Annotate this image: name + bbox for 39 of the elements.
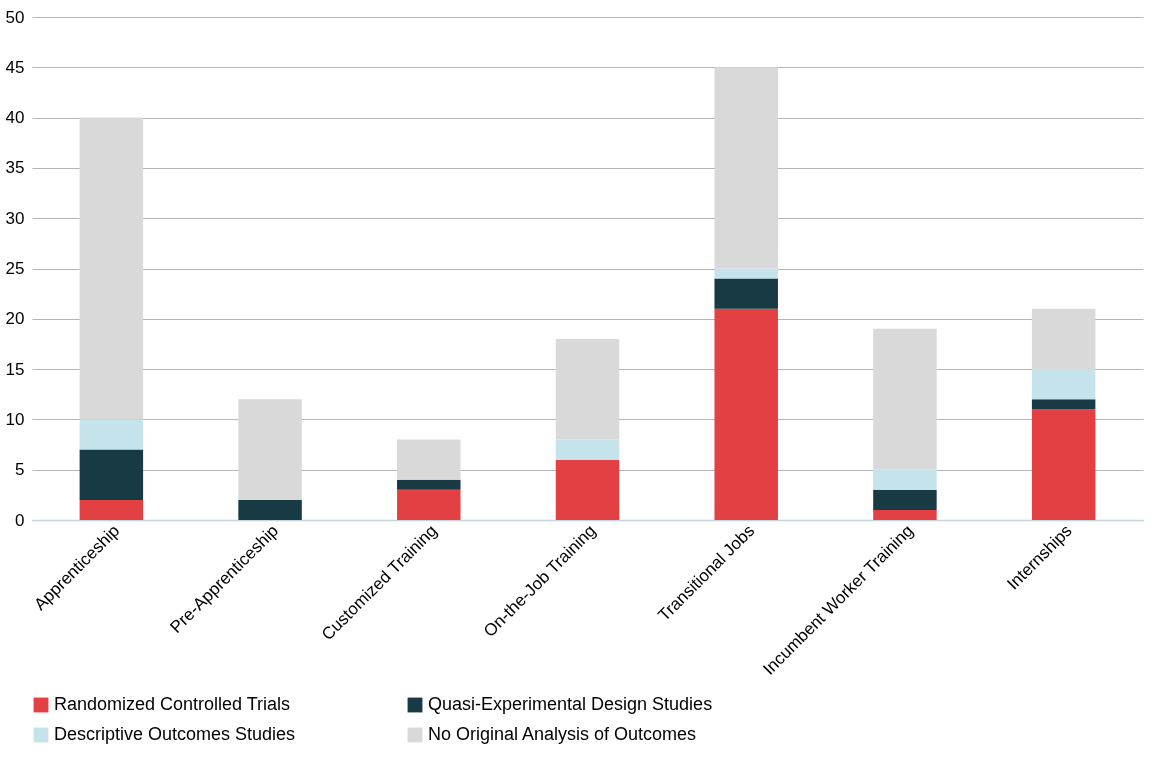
bar [873,328,937,470]
y-tick-label: 10 [5,409,25,429]
y-tick-label: 0 [15,510,25,530]
y-tick-label: 5 [15,460,25,480]
bar [397,489,461,520]
y-tick-label: 15 [5,359,25,379]
bar [555,459,620,520]
bar [873,469,937,490]
y-tick-label: 35 [5,158,25,178]
bar [873,509,937,520]
bar [555,338,620,440]
bar [714,278,778,309]
bar [1031,308,1096,370]
bar [79,419,144,450]
bar [873,489,937,510]
y-tick-label: 20 [5,309,25,329]
bar [714,308,778,520]
legend-label: Randomized Controlled Trials [54,694,291,714]
legend-label: Descriptive Outcomes Studies [54,724,296,744]
bar [1031,399,1096,410]
bar [397,479,461,490]
bar [714,268,778,279]
bar [1031,409,1096,520]
bar [238,399,302,500]
legend-label: Quasi-Experimental Design Studies [428,694,713,714]
y-tick-label: 40 [5,108,25,128]
y-tick-label: 30 [5,208,25,228]
y-tick-label: 45 [5,57,25,77]
bar [555,439,620,460]
bar [714,67,778,269]
y-tick-label: 50 [5,7,25,27]
bar [79,499,144,520]
legend-label: No Original Analysis of Outcomes [428,724,697,744]
bar [1031,369,1096,400]
bar [79,117,144,420]
bar [397,439,461,480]
bar [238,499,302,520]
y-tick-label: 25 [5,259,25,278]
bar [79,449,144,500]
